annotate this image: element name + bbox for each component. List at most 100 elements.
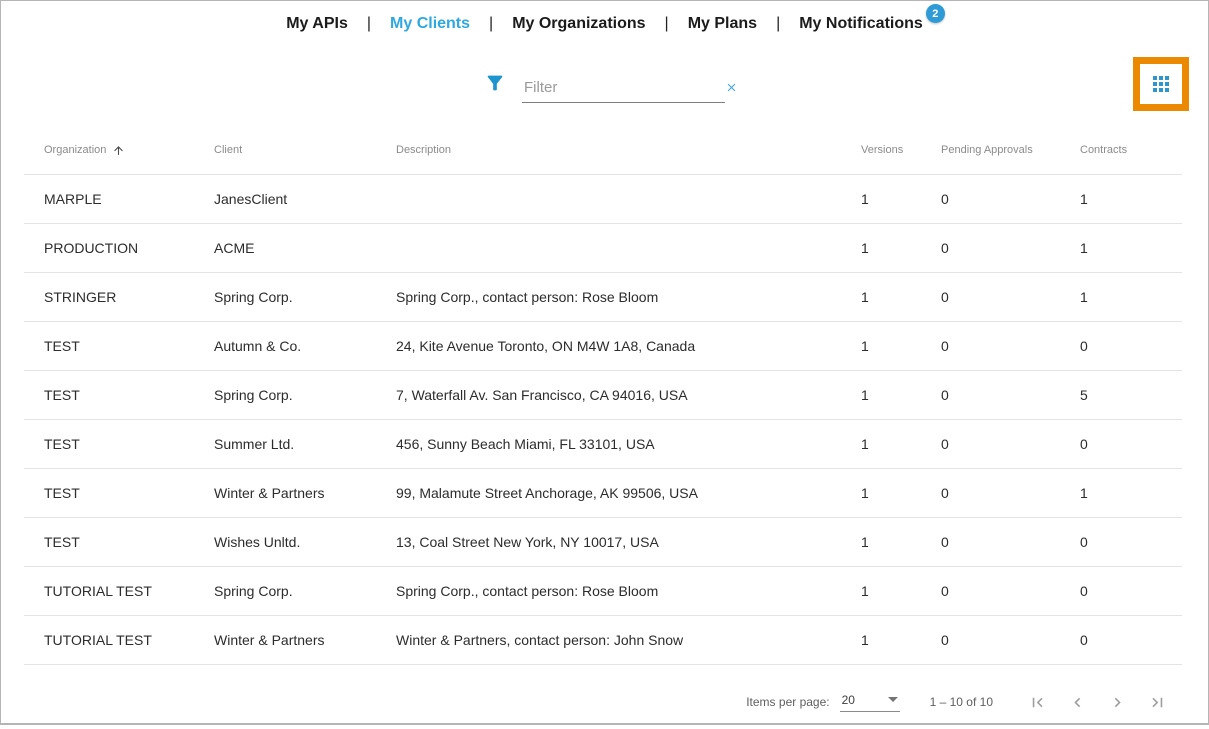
filter-input[interactable] <box>522 78 725 97</box>
cell-pending-approvals: 0 <box>941 436 949 452</box>
chevron-left-icon <box>1073 697 1080 707</box>
cell-organization: MARPLE <box>44 191 102 207</box>
cell-versions: 1 <box>861 583 869 599</box>
table-row[interactable]: TUTORIAL TEST Winter & Partners Winter &… <box>24 616 1182 665</box>
cell-versions: 1 <box>861 485 869 501</box>
cell-pending-approvals: 0 <box>941 387 949 403</box>
cell-client: Winter & Partners <box>214 485 325 501</box>
cell-pending-approvals: 0 <box>941 583 949 599</box>
cell-contracts: 1 <box>1080 289 1088 305</box>
cell-pending-approvals: 0 <box>941 632 949 648</box>
nav-item[interactable]: My Organizations | <box>512 15 688 33</box>
table-row[interactable]: TEST Winter & Partners 99, Malamute Stre… <box>24 469 1182 518</box>
cell-organization: TUTORIAL TEST <box>44 583 152 599</box>
nav-item-label: My APIs <box>286 15 348 32</box>
cell-organization: TEST <box>44 485 80 501</box>
table-header: Organization Client Description Versions… <box>24 126 1182 175</box>
nav-item[interactable]: My Plans | <box>688 15 800 33</box>
sort-ascending-icon <box>112 144 125 157</box>
table-row[interactable]: MARPLE JanesClient 1 0 1 <box>24 175 1182 224</box>
cell-contracts: 0 <box>1080 338 1088 354</box>
cell-versions: 1 <box>861 436 869 452</box>
cell-organization: STRINGER <box>44 289 117 305</box>
next-page-button[interactable] <box>1097 682 1137 722</box>
header-contracts-label: Contracts <box>1080 144 1128 156</box>
cell-pending-approvals: 0 <box>941 240 949 256</box>
cell-organization: TUTORIAL TEST <box>44 632 152 648</box>
cell-contracts: 1 <box>1080 191 1088 207</box>
table-row[interactable]: TEST Spring Corp. 7, Waterfall Av. San F… <box>24 371 1182 420</box>
cell-description: 13, Coal Street New York, NY 10017, USA <box>396 534 659 550</box>
cell-contracts: 5 <box>1080 387 1088 403</box>
cell-versions: 1 <box>861 240 869 256</box>
header-description-label: Description <box>396 144 452 156</box>
cell-client: Summer Ltd. <box>214 436 295 452</box>
header-versions[interactable]: Versions <box>861 144 941 156</box>
nav-item[interactable]: My Notifications 2 <box>799 4 945 33</box>
cell-client: Spring Corp. <box>214 387 293 403</box>
previous-page-button[interactable] <box>1057 682 1097 722</box>
cell-description: Spring Corp., contact person: Rose Bloom <box>396 289 659 305</box>
cell-contracts: 0 <box>1080 534 1088 550</box>
header-organization[interactable]: Organization <box>24 144 214 157</box>
cell-description: 24, Kite Avenue Toronto, ON M4W 1A8, Can… <box>396 338 696 354</box>
last-page-icon <box>1151 697 1162 707</box>
last-page-button[interactable] <box>1137 682 1177 722</box>
cell-description: 99, Malamute Street Anchorage, AK 99506,… <box>396 485 698 501</box>
cell-organization: PRODUCTION <box>44 240 139 256</box>
table-body: MARPLE JanesClient 1 0 1 PRODUCTION ACME… <box>24 175 1182 665</box>
highlight-box <box>1133 57 1189 111</box>
cell-contracts: 0 <box>1080 583 1088 599</box>
table-row[interactable]: TEST Wishes Unltd. 13, Coal Street New Y… <box>24 518 1182 567</box>
cell-description: 456, Sunny Beach Miami, FL 33101, USA <box>396 436 655 452</box>
chevron-down-icon <box>887 697 898 702</box>
cell-contracts: 1 <box>1080 240 1088 256</box>
first-page-button[interactable] <box>1017 682 1057 722</box>
cell-description: Spring Corp., contact person: Rose Bloom <box>396 583 659 599</box>
top-nav: My APIs | My Clients | My Organizations … <box>0 4 1209 33</box>
table-row[interactable]: STRINGER Spring Corp. Spring Corp., cont… <box>24 273 1182 322</box>
items-per-page-value: 20 <box>841 692 855 707</box>
cell-versions: 1 <box>861 632 869 648</box>
header-client-label: Client <box>214 144 243 156</box>
nav-item-label: My Clients <box>390 15 471 32</box>
header-pending-approvals[interactable]: Pending Approvals <box>941 144 1080 156</box>
header-client[interactable]: Client <box>214 144 396 156</box>
cell-client: Winter & Partners <box>214 632 325 648</box>
header-description[interactable]: Description <box>396 144 861 156</box>
nav-separator: | <box>489 15 494 32</box>
cell-client: Autumn & Co. <box>214 338 302 354</box>
grid-view-button[interactable] <box>1140 64 1182 104</box>
nav-separator: | <box>664 15 669 32</box>
cell-organization: TEST <box>44 387 80 403</box>
cell-versions: 1 <box>861 289 869 305</box>
cell-pending-approvals: 0 <box>941 289 949 305</box>
cell-organization: TEST <box>44 338 80 354</box>
nav-item-label: My Notifications <box>799 15 923 32</box>
items-per-page-select[interactable]: 20 <box>839 692 900 712</box>
clients-table: Organization Client Description Versions… <box>24 126 1182 665</box>
header-organization-label: Organization <box>44 144 107 156</box>
header-contracts[interactable]: Contracts <box>1080 144 1182 156</box>
table-row[interactable]: PRODUCTION ACME 1 0 1 <box>24 224 1182 273</box>
table-row[interactable]: TEST Summer Ltd. 456, Sunny Beach Miami,… <box>24 420 1182 469</box>
cell-organization: TEST <box>44 534 80 550</box>
cell-pending-approvals: 0 <box>941 338 949 354</box>
clear-filter-button[interactable] <box>725 79 738 97</box>
chevron-right-icon <box>1114 697 1121 707</box>
cell-client: JanesClient <box>214 191 288 207</box>
nav-item-label: My Plans <box>687 15 758 32</box>
header-pending-approvals-label: Pending Approvals <box>941 144 1033 156</box>
table-row[interactable]: TEST Autumn & Co. 24, Kite Avenue Toront… <box>24 322 1182 371</box>
table-row[interactable]: TUTORIAL TEST Spring Corp. Spring Corp.,… <box>24 567 1182 616</box>
close-icon <box>727 83 736 92</box>
items-per-page-label: Items per page: <box>746 695 830 709</box>
cell-description: Winter & Partners, contact person: John … <box>396 632 684 648</box>
filter-field <box>522 78 736 103</box>
cell-client: Spring Corp. <box>214 583 293 599</box>
paginator: Items per page: 20 1 – 10 of 10 <box>746 682 1177 722</box>
nav-item[interactable]: My Clients | <box>390 15 512 33</box>
nav-item[interactable]: My APIs | <box>286 15 390 33</box>
cell-pending-approvals: 0 <box>941 191 949 207</box>
